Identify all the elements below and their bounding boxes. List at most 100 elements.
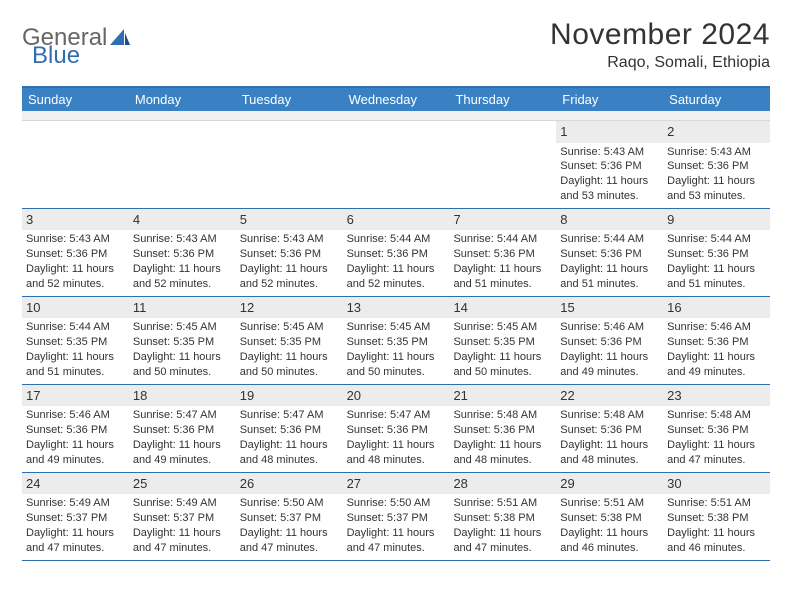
daylight2-text: and 51 minutes. bbox=[560, 277, 659, 292]
daylight2-text: and 46 minutes. bbox=[667, 541, 766, 556]
daylight2-text: and 51 minutes. bbox=[26, 365, 125, 380]
sunrise-text: Sunrise: 5:44 AM bbox=[560, 232, 659, 247]
daylight2-text: and 48 minutes. bbox=[347, 453, 446, 468]
day-number: 10 bbox=[22, 297, 129, 319]
daylight1-text: Daylight: 11 hours bbox=[453, 262, 552, 277]
weekday-header: Sunday bbox=[22, 88, 129, 111]
weekday-header: Saturday bbox=[663, 88, 770, 111]
day-number: 2 bbox=[663, 121, 770, 143]
month-title: November 2024 bbox=[550, 18, 770, 52]
day-number: 13 bbox=[343, 297, 450, 319]
day-cell: . bbox=[236, 121, 343, 208]
sunset-text: Sunset: 5:36 PM bbox=[240, 247, 339, 262]
day-number: 11 bbox=[129, 297, 236, 319]
daylight1-text: Daylight: 11 hours bbox=[347, 526, 446, 541]
sunrise-text: Sunrise: 5:48 AM bbox=[453, 408, 552, 423]
week-row: .....1Sunrise: 5:43 AMSunset: 5:36 PMDay… bbox=[22, 121, 770, 209]
daylight1-text: Daylight: 11 hours bbox=[453, 526, 552, 541]
page-header: General November 2024 Raqo, Somali, Ethi… bbox=[22, 18, 770, 72]
sunrise-text: Sunrise: 5:51 AM bbox=[560, 496, 659, 511]
sunrise-text: Sunrise: 5:47 AM bbox=[240, 408, 339, 423]
day-number: 24 bbox=[22, 473, 129, 495]
daylight1-text: Daylight: 11 hours bbox=[560, 350, 659, 365]
daylight1-text: Daylight: 11 hours bbox=[347, 350, 446, 365]
sunrise-text: Sunrise: 5:43 AM bbox=[560, 145, 659, 160]
day-number: 15 bbox=[556, 297, 663, 319]
daylight2-text: and 47 minutes. bbox=[133, 541, 232, 556]
day-cell: 24Sunrise: 5:49 AMSunset: 5:37 PMDayligh… bbox=[22, 473, 129, 560]
daylight1-text: Daylight: 11 hours bbox=[667, 526, 766, 541]
day-number: 5 bbox=[236, 209, 343, 231]
daylight2-text: and 53 minutes. bbox=[667, 189, 766, 204]
day-number: 12 bbox=[236, 297, 343, 319]
sunset-text: Sunset: 5:36 PM bbox=[453, 423, 552, 438]
week-row: 24Sunrise: 5:49 AMSunset: 5:37 PMDayligh… bbox=[22, 473, 770, 561]
day-cell: 29Sunrise: 5:51 AMSunset: 5:38 PMDayligh… bbox=[556, 473, 663, 560]
sunrise-text: Sunrise: 5:51 AM bbox=[667, 496, 766, 511]
sunset-text: Sunset: 5:36 PM bbox=[133, 423, 232, 438]
day-number: 8 bbox=[556, 209, 663, 231]
sunrise-text: Sunrise: 5:47 AM bbox=[347, 408, 446, 423]
sunrise-text: Sunrise: 5:44 AM bbox=[453, 232, 552, 247]
location-subtitle: Raqo, Somali, Ethiopia bbox=[550, 54, 770, 72]
day-number: 14 bbox=[449, 297, 556, 319]
daylight1-text: Daylight: 11 hours bbox=[133, 438, 232, 453]
day-number: 29 bbox=[556, 473, 663, 495]
sunset-text: Sunset: 5:36 PM bbox=[347, 423, 446, 438]
sunset-text: Sunset: 5:37 PM bbox=[347, 511, 446, 526]
day-number: 27 bbox=[343, 473, 450, 495]
sunrise-text: Sunrise: 5:44 AM bbox=[26, 320, 125, 335]
daylight2-text: and 47 minutes. bbox=[347, 541, 446, 556]
sunrise-text: Sunrise: 5:45 AM bbox=[453, 320, 552, 335]
week-row: 17Sunrise: 5:46 AMSunset: 5:36 PMDayligh… bbox=[22, 385, 770, 473]
daylight1-text: Daylight: 11 hours bbox=[560, 438, 659, 453]
sunset-text: Sunset: 5:37 PM bbox=[240, 511, 339, 526]
sunset-text: Sunset: 5:36 PM bbox=[560, 159, 659, 174]
daylight1-text: Daylight: 11 hours bbox=[133, 262, 232, 277]
weekday-header: Thursday bbox=[449, 88, 556, 111]
day-cell: 3Sunrise: 5:43 AMSunset: 5:36 PMDaylight… bbox=[22, 209, 129, 296]
sunset-text: Sunset: 5:36 PM bbox=[453, 247, 552, 262]
weekday-header: Monday bbox=[129, 88, 236, 111]
day-cell: 25Sunrise: 5:49 AMSunset: 5:37 PMDayligh… bbox=[129, 473, 236, 560]
sunrise-text: Sunrise: 5:45 AM bbox=[240, 320, 339, 335]
daylight2-text: and 49 minutes. bbox=[133, 453, 232, 468]
daylight1-text: Daylight: 11 hours bbox=[133, 350, 232, 365]
day-cell: . bbox=[22, 121, 129, 208]
sunrise-text: Sunrise: 5:49 AM bbox=[26, 496, 125, 511]
sunset-text: Sunset: 5:35 PM bbox=[347, 335, 446, 350]
sunset-text: Sunset: 5:35 PM bbox=[453, 335, 552, 350]
sunrise-text: Sunrise: 5:50 AM bbox=[240, 496, 339, 511]
day-cell: 2Sunrise: 5:43 AMSunset: 5:36 PMDaylight… bbox=[663, 121, 770, 208]
day-cell: . bbox=[449, 121, 556, 208]
sunset-text: Sunset: 5:36 PM bbox=[347, 247, 446, 262]
day-cell: 26Sunrise: 5:50 AMSunset: 5:37 PMDayligh… bbox=[236, 473, 343, 560]
day-cell: 28Sunrise: 5:51 AMSunset: 5:38 PMDayligh… bbox=[449, 473, 556, 560]
day-cell: 18Sunrise: 5:47 AMSunset: 5:36 PMDayligh… bbox=[129, 385, 236, 472]
sunset-text: Sunset: 5:36 PM bbox=[240, 423, 339, 438]
sunset-text: Sunset: 5:38 PM bbox=[453, 511, 552, 526]
sunrise-text: Sunrise: 5:48 AM bbox=[667, 408, 766, 423]
sunset-text: Sunset: 5:35 PM bbox=[240, 335, 339, 350]
day-number: 1 bbox=[556, 121, 663, 143]
weekday-header: Wednesday bbox=[343, 88, 450, 111]
sunrise-text: Sunrise: 5:44 AM bbox=[667, 232, 766, 247]
day-cell: 4Sunrise: 5:43 AMSunset: 5:36 PMDaylight… bbox=[129, 209, 236, 296]
sunset-text: Sunset: 5:37 PM bbox=[26, 511, 125, 526]
daylight2-text: and 48 minutes. bbox=[453, 453, 552, 468]
daylight1-text: Daylight: 11 hours bbox=[240, 526, 339, 541]
header-spacer bbox=[22, 111, 770, 121]
daylight1-text: Daylight: 11 hours bbox=[667, 438, 766, 453]
day-cell: 9Sunrise: 5:44 AMSunset: 5:36 PMDaylight… bbox=[663, 209, 770, 296]
daylight2-text: and 51 minutes. bbox=[667, 277, 766, 292]
day-cell: . bbox=[343, 121, 450, 208]
day-number: 21 bbox=[449, 385, 556, 407]
day-number: 3 bbox=[22, 209, 129, 231]
daylight2-text: and 49 minutes. bbox=[667, 365, 766, 380]
daylight1-text: Daylight: 11 hours bbox=[667, 350, 766, 365]
day-number: 30 bbox=[663, 473, 770, 495]
daylight1-text: Daylight: 11 hours bbox=[240, 262, 339, 277]
sunset-text: Sunset: 5:37 PM bbox=[133, 511, 232, 526]
daylight2-text: and 47 minutes. bbox=[240, 541, 339, 556]
daylight2-text: and 48 minutes. bbox=[560, 453, 659, 468]
